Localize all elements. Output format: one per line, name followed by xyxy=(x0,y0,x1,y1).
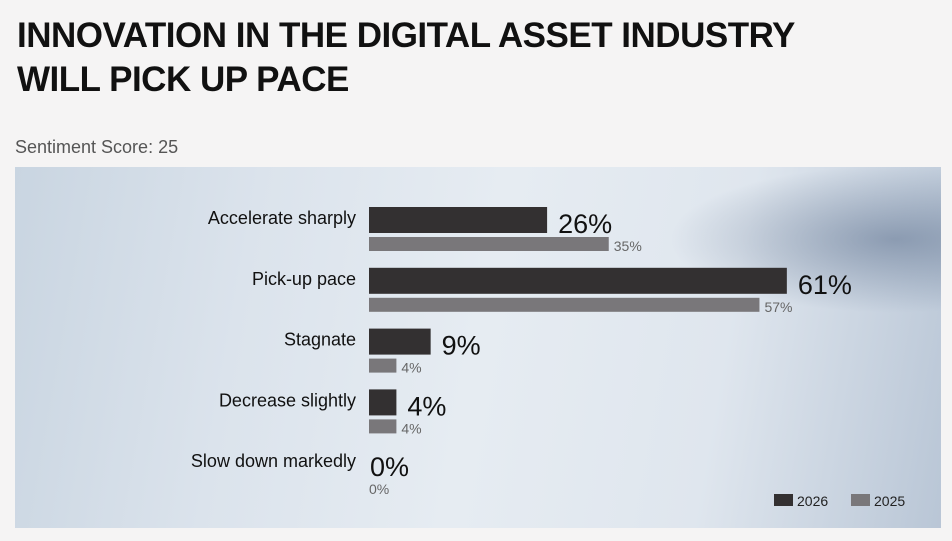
value-label-2025: 4% xyxy=(401,360,421,376)
category-label: Slow down markedly xyxy=(191,451,356,471)
title-line-1: INNOVATION IN THE DIGITAL ASSET INDUSTRY xyxy=(17,16,795,55)
category-label: Accelerate sharply xyxy=(208,208,356,228)
bar-2026 xyxy=(369,389,397,416)
value-label-2026: 61% xyxy=(798,270,852,300)
category-label: Pick-up pace xyxy=(252,269,356,289)
category-label: Decrease slightly xyxy=(219,390,356,410)
title-line-2: WILL PICK UP PACE xyxy=(17,60,349,99)
bar-2026 xyxy=(369,207,548,233)
value-label-2026: 0% xyxy=(370,452,409,482)
legend-swatch-2025 xyxy=(851,494,870,506)
bar-2025 xyxy=(369,237,609,251)
value-label-2026: 9% xyxy=(442,331,481,361)
legend-label-2026: 2026 xyxy=(797,493,828,509)
value-label-2026: 4% xyxy=(407,391,446,421)
value-label-2025: 57% xyxy=(764,299,792,315)
value-label-2025: 0% xyxy=(369,481,389,497)
legend-label-2025: 2025 xyxy=(874,493,905,509)
bar-2026 xyxy=(369,267,787,294)
legend-swatch-2026 xyxy=(774,494,793,506)
sentiment-score: Sentiment Score: 25 xyxy=(15,137,179,157)
value-label-2026: 26% xyxy=(558,209,612,239)
value-label-2025: 4% xyxy=(401,420,421,436)
value-label-2025: 35% xyxy=(614,238,642,254)
bar-2025 xyxy=(369,297,760,312)
bar-2025 xyxy=(369,358,397,373)
page-title: INNOVATION IN THE DIGITAL ASSET INDUSTRY… xyxy=(17,14,795,102)
category-label: Stagnate xyxy=(284,330,356,350)
bar-2026 xyxy=(369,328,431,355)
bar-2025 xyxy=(369,419,397,434)
